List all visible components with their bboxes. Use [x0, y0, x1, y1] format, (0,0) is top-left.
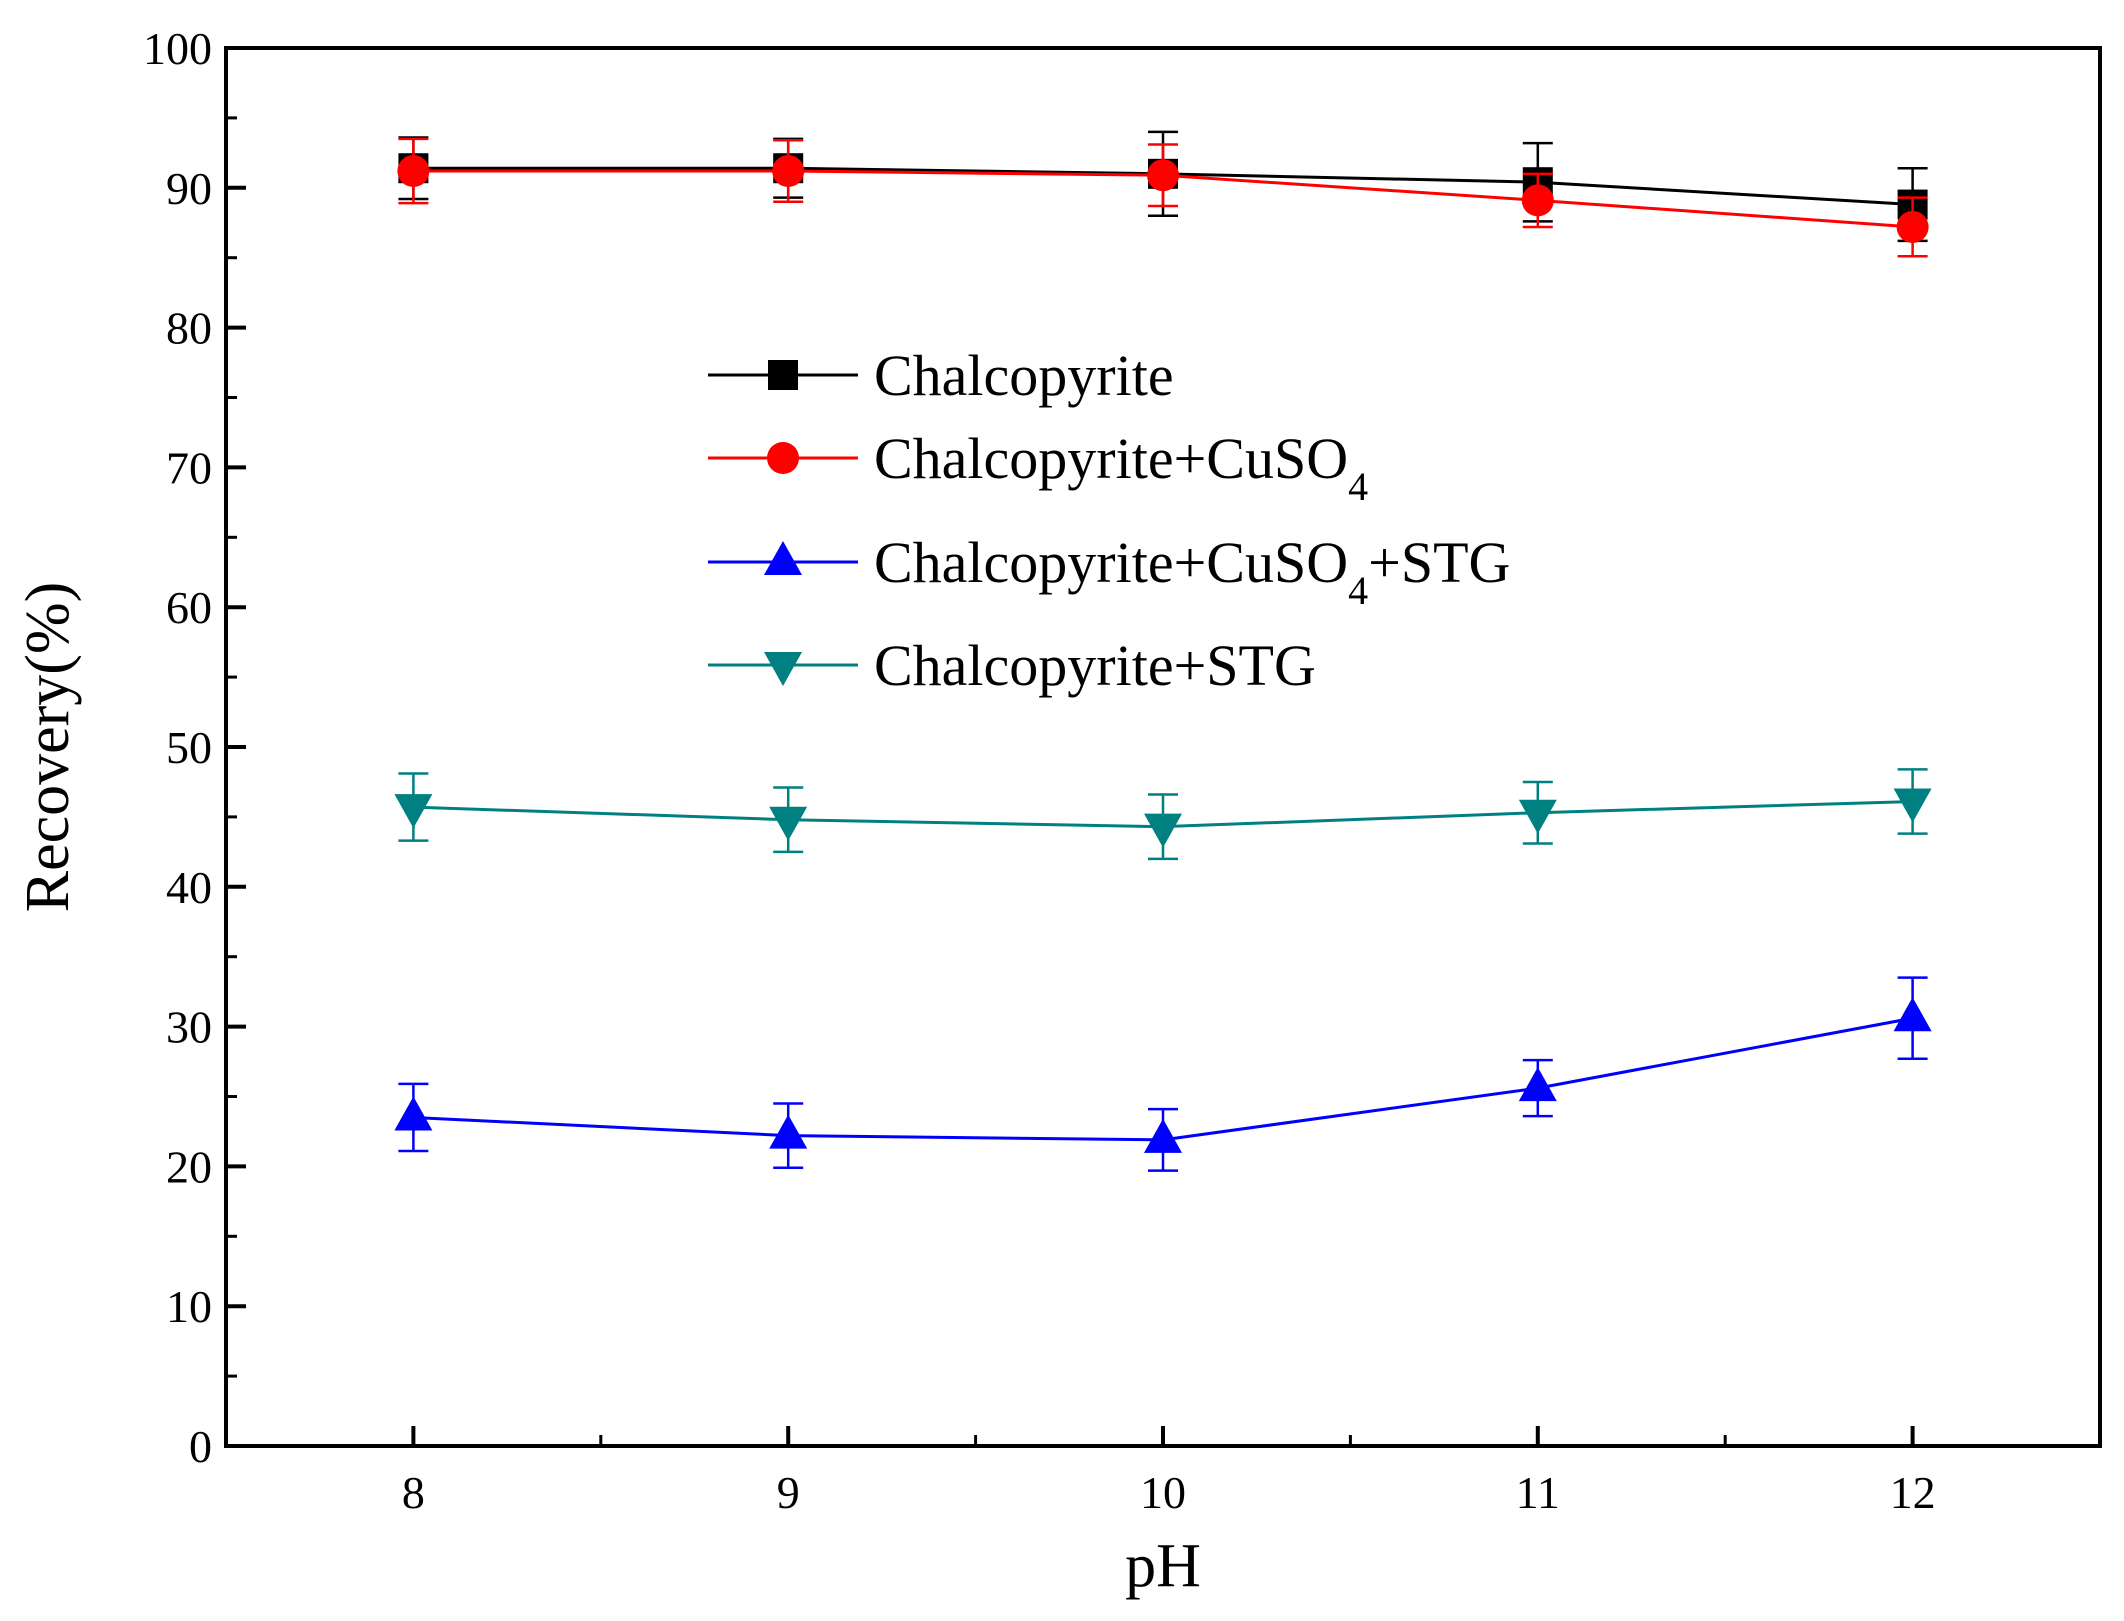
- data-point: [1147, 159, 1179, 192]
- x-tick-label: 9: [777, 1467, 800, 1518]
- x-axis: 8 9 10 11 12: [402, 1426, 1936, 1518]
- series-3: [394, 768, 1932, 861]
- y-tick-label: 50: [166, 722, 212, 773]
- legend-marker: [768, 360, 798, 390]
- y-tick-label: 20: [166, 1141, 212, 1192]
- legend-label-tail: +STG: [1368, 530, 1510, 595]
- legend-label-subscript: 4: [1348, 568, 1368, 613]
- series-layer: [394, 130, 1932, 1172]
- legend-marker: [764, 652, 802, 686]
- y-axis-title: Recovery(%): [14, 582, 82, 913]
- data-point: [1518, 799, 1557, 834]
- legend-label-main: Chalcopyrite+CuSO: [874, 426, 1348, 491]
- legend-label: Chalcopyrite: [874, 343, 1174, 408]
- series-2: [394, 976, 1932, 1172]
- data-point: [397, 155, 430, 188]
- series-1: [397, 137, 1929, 258]
- data-point: [1896, 210, 1929, 243]
- plot-frame: [224, 46, 2102, 1448]
- legend-label-main: Chalcopyrite: [874, 343, 1174, 408]
- x-tick-label: 10: [1140, 1467, 1186, 1518]
- legend-label: Chalcopyrite+CuSO4: [874, 426, 1368, 509]
- y-tick-label: 40: [166, 862, 212, 913]
- legend-label: Chalcopyrite+STG: [874, 633, 1316, 698]
- data-point: [1144, 813, 1182, 848]
- legend-item: Chalcopyrite+CuSO4+STG: [708, 530, 1510, 613]
- data-point: [772, 155, 805, 188]
- data-point: [1144, 1118, 1182, 1153]
- y-tick-label: 10: [166, 1281, 212, 1332]
- legend-marker: [764, 541, 802, 575]
- x-axis-title: pH: [1125, 1532, 1201, 1600]
- y-tick-label: 0: [189, 1421, 212, 1472]
- legend-label: Chalcopyrite+CuSO4+STG: [874, 530, 1510, 613]
- y-tick-label: 60: [166, 582, 212, 633]
- x-tick-label: 12: [1890, 1467, 1936, 1518]
- data-point: [394, 1096, 433, 1131]
- y-tick-label: 30: [166, 1002, 212, 1053]
- data-point: [1893, 997, 1932, 1032]
- x-tick-label: 11: [1516, 1467, 1560, 1518]
- y-tick-label: 80: [166, 303, 212, 354]
- legend-item: Chalcopyrite+CuSO4: [708, 426, 1368, 509]
- data-point: [1518, 1067, 1557, 1102]
- legend-item: Chalcopyrite: [708, 343, 1174, 408]
- y-tick-label: 90: [166, 163, 212, 214]
- data-point: [769, 806, 808, 841]
- legend-label-subscript: 4: [1348, 464, 1368, 509]
- y-tick-label: 100: [143, 23, 212, 74]
- x-tick-label: 8: [402, 1467, 425, 1518]
- data-point: [1893, 788, 1932, 823]
- legend-label-main: Chalcopyrite+CuSO: [874, 530, 1348, 595]
- legend-label-main: Chalcopyrite+STG: [874, 633, 1316, 698]
- data-point: [1521, 184, 1554, 217]
- legend: ChalcopyriteChalcopyrite+CuSO4Chalcopyri…: [708, 343, 1510, 698]
- y-tick-label: 70: [166, 442, 212, 493]
- y-axis: 0 10 20 30 40 50 60 70 80 90 100: [143, 23, 246, 1472]
- data-point: [394, 794, 433, 829]
- legend-marker: [767, 442, 799, 474]
- data-point: [769, 1114, 808, 1149]
- legend-item: Chalcopyrite+STG: [708, 633, 1316, 698]
